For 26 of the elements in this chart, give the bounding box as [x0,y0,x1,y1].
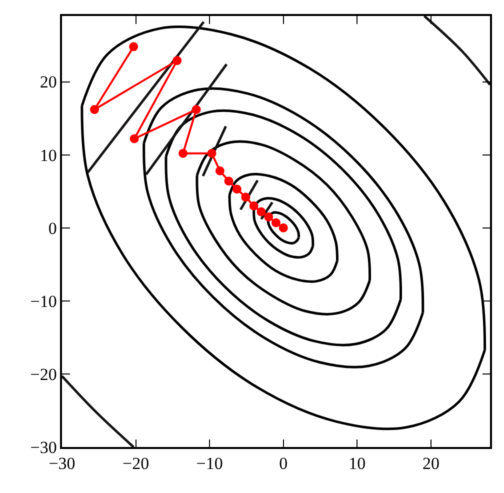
point [264,212,274,222]
point [224,176,234,186]
point [90,105,99,114]
point [241,192,250,202]
y-tick-label: 10 [40,146,57,165]
point [178,148,188,158]
point [129,42,138,52]
x-tick-label: −10 [196,454,223,474]
point [272,218,280,228]
point [192,105,201,114]
point [207,148,216,158]
x-tick-label: 0 [279,454,288,474]
x-tick-label: 10 [348,454,366,474]
point [232,184,242,194]
x-tick-label: 20 [422,454,440,474]
y-tick-label: 20 [40,72,57,92]
y-tick-label: −10 [30,292,57,311]
point [249,201,258,210]
x-tick-label: −20 [122,454,150,474]
point [130,134,139,144]
point [215,166,224,176]
y-tick-label: −30 [30,438,57,457]
y-tick-label: −20 [30,364,57,384]
point [172,56,182,66]
y-tick-label: 0 [48,218,57,238]
point [256,207,266,216]
